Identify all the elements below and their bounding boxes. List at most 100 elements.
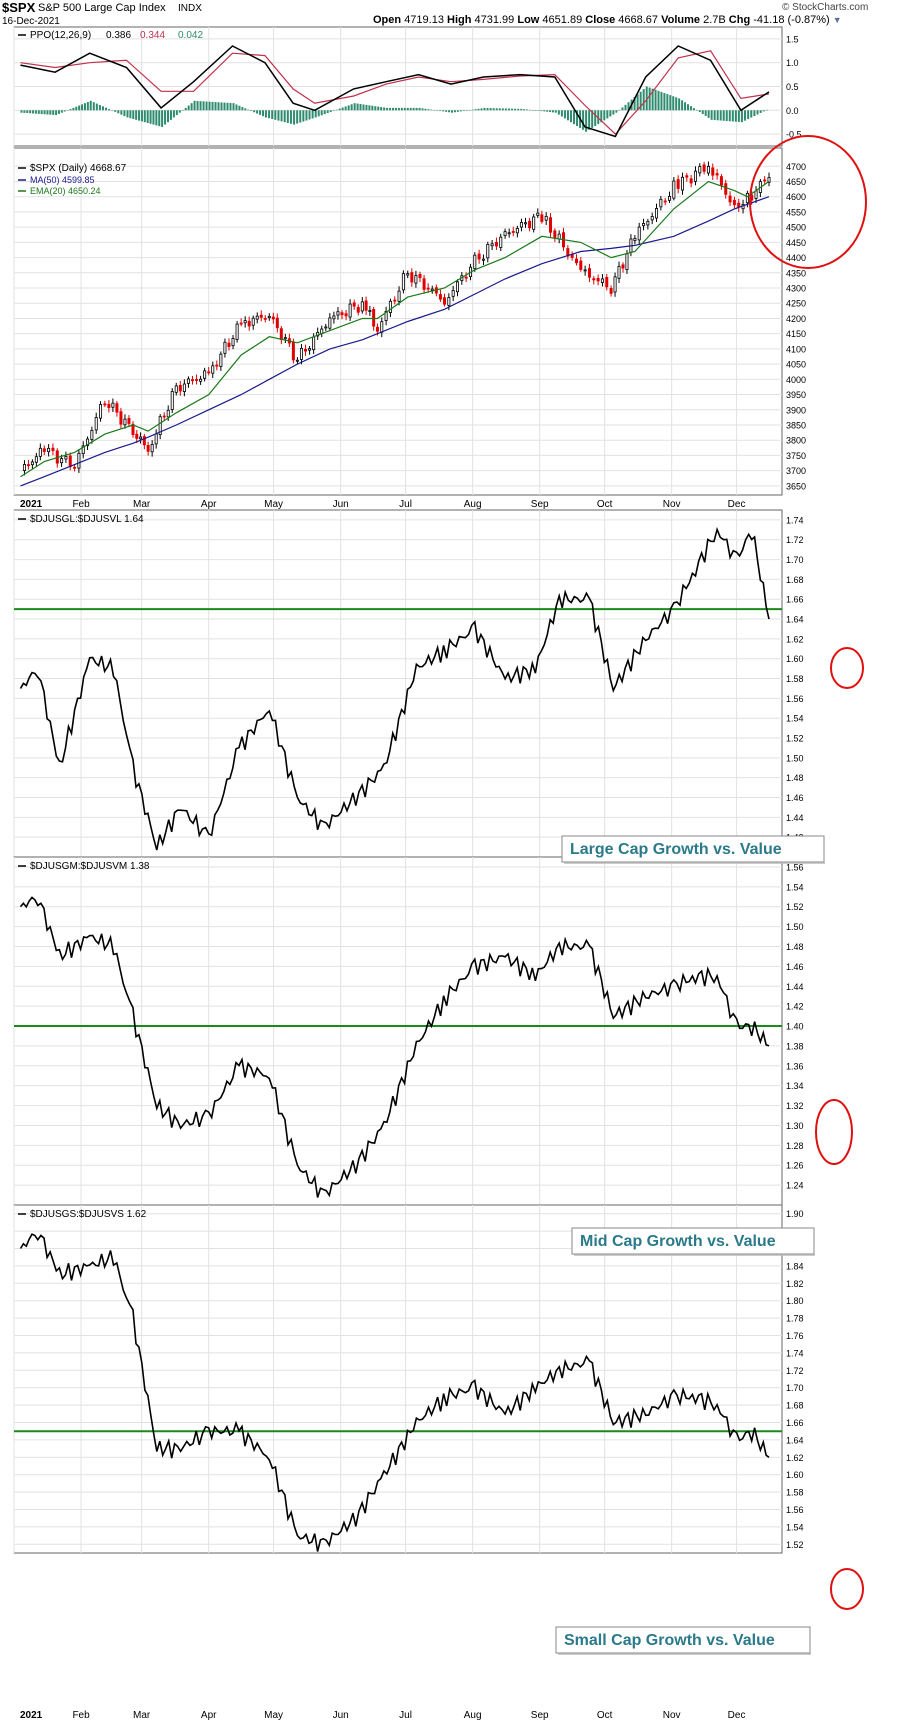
candle-body xyxy=(271,316,275,320)
ppo-histogram-bar xyxy=(759,110,762,113)
ppo-histogram-bar xyxy=(606,110,609,119)
ppo-histogram-bar xyxy=(43,110,46,115)
ppo-histogram-bar xyxy=(280,110,283,122)
y-tick-label: 1.76 xyxy=(786,1331,804,1341)
ppo-histogram-bar xyxy=(406,107,409,111)
candle-body xyxy=(698,166,702,174)
y-tick-label: 1.48 xyxy=(786,942,804,952)
panel-frame xyxy=(13,147,783,496)
ppo-histogram-bar xyxy=(707,110,710,118)
y-tick-label: 1.24 xyxy=(786,1181,804,1191)
candle-body xyxy=(637,226,641,241)
ppo-histogram-bar xyxy=(465,110,468,111)
ppo-histogram-bar xyxy=(531,110,534,111)
candle-body xyxy=(724,183,728,195)
candle-body xyxy=(384,311,388,322)
highlight-circle xyxy=(830,1568,864,1610)
y-tick-label: 1.62 xyxy=(786,634,804,644)
ppo-histogram-bar xyxy=(750,110,753,118)
ppo-histogram-bar xyxy=(132,110,135,120)
ppo-histogram-bar xyxy=(645,86,648,111)
x-tick-label: Dec xyxy=(728,499,746,510)
x-tick-label: Apr xyxy=(201,1710,217,1721)
ppo-histogram-bar xyxy=(585,110,588,132)
y-tick-label: 1.0 xyxy=(786,58,799,68)
ppo-histogram-bar xyxy=(756,110,759,115)
y-tick-label: 4350 xyxy=(786,268,806,278)
y-tick-label: 1.26 xyxy=(786,1161,804,1171)
ppo-histogram-bar xyxy=(120,110,123,115)
candle-body xyxy=(195,379,199,381)
ppo-histogram-bar xyxy=(83,103,86,111)
ppo-histogram-bar xyxy=(95,103,98,111)
ppo-histogram-bar xyxy=(609,110,612,117)
ppo-histogram-bar xyxy=(57,110,60,114)
candle-body xyxy=(676,179,680,189)
ppo-histogram-bar xyxy=(158,110,161,127)
high-label: High xyxy=(447,14,472,26)
y-tick-label: 1.64 xyxy=(786,1435,804,1445)
y-tick-label: 1.32 xyxy=(786,1101,804,1111)
ratio-legend: $DJUSGL:$DJUSVL 1.64 xyxy=(30,514,144,525)
ppo-histogram-bar xyxy=(681,100,684,111)
ppo-histogram-bar xyxy=(365,104,368,111)
ppo-histogram-bar xyxy=(362,104,365,111)
candle-body xyxy=(368,310,372,312)
ppo-histogram-bar xyxy=(146,110,149,123)
chg-value: -41.18 (-0.87%) xyxy=(753,14,830,26)
candle-body xyxy=(702,164,706,172)
candle-body xyxy=(763,179,767,182)
ppo-histogram-bar xyxy=(520,108,523,111)
ppo-histogram-bar xyxy=(293,110,296,125)
ma50-line xyxy=(20,196,770,487)
ppo-histogram-bar xyxy=(582,110,585,130)
callout-text: Mid Cap Growth vs. Value xyxy=(580,1233,776,1250)
candle-body xyxy=(685,175,689,178)
ppo-histogram-bar xyxy=(344,106,347,111)
ppo-histogram-bar xyxy=(695,110,698,111)
ppo-histogram-bar xyxy=(725,110,728,122)
ppo-histogram-bar xyxy=(244,108,247,111)
ppo-histogram-bar xyxy=(81,104,84,111)
ppo-histogram-bar xyxy=(557,110,560,115)
ppo-histogram-bar xyxy=(380,107,383,111)
ppo-histogram-bar xyxy=(20,110,23,113)
candle-body xyxy=(592,278,596,281)
candle-body xyxy=(414,275,418,284)
candle-body xyxy=(336,311,340,316)
y-tick-label: 4300 xyxy=(786,284,806,294)
candle-body xyxy=(600,278,604,283)
candle-body xyxy=(422,278,426,290)
y-tick-label: 1.54 xyxy=(786,714,804,724)
ppo-histogram-bar xyxy=(347,105,350,111)
y-tick-label: 3700 xyxy=(786,466,806,476)
candle-body xyxy=(360,301,364,312)
ratio-line xyxy=(19,896,770,1198)
high-value: 4731.99 xyxy=(474,14,515,26)
chevron-down-icon[interactable]: ▼ xyxy=(832,15,842,25)
ppo-histogram-bar xyxy=(326,110,329,114)
ppo-histogram-bar xyxy=(594,110,597,127)
candle-body xyxy=(304,348,308,352)
ppo-histogram-bar xyxy=(456,110,459,112)
candle-body xyxy=(625,253,629,271)
ppo-histogram-bar xyxy=(689,106,692,111)
x-tick-label: Jun xyxy=(333,1710,349,1721)
candle-body xyxy=(767,177,771,183)
y-tick-label: 1.54 xyxy=(786,1522,804,1532)
y-tick-label: 1.78 xyxy=(786,1314,804,1324)
ppo-histogram-bar xyxy=(642,89,645,111)
ppo-histogram-bar xyxy=(415,107,418,111)
x-tick-label: Nov xyxy=(663,499,681,510)
volume-value: 2.7B xyxy=(703,14,726,26)
candle-body xyxy=(123,418,127,426)
ppo-histogram-bar xyxy=(433,110,436,111)
ppo-histogram-bar xyxy=(34,110,37,114)
ppo-histogram-bar xyxy=(161,110,164,127)
ppo-histogram-bar xyxy=(563,110,566,119)
candle-body xyxy=(239,322,243,325)
ppo-histogram-bar xyxy=(692,108,695,111)
ppo-histogram-bar xyxy=(740,110,743,123)
ppo-histogram-bar xyxy=(722,110,725,121)
ppo-histogram-bar xyxy=(75,106,78,111)
